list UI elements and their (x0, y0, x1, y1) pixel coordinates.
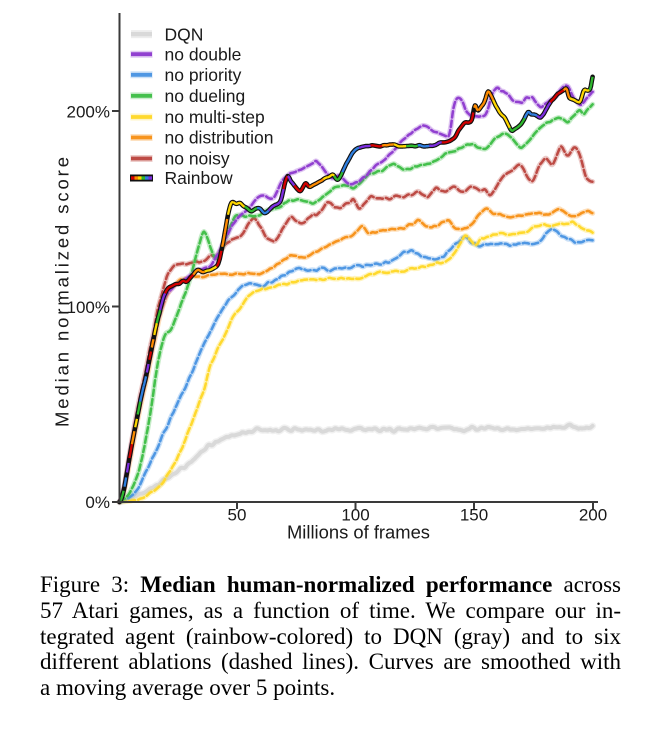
svg-text:no multi-step: no multi-step (165, 107, 265, 127)
svg-text:no noisy: no noisy (165, 149, 230, 169)
svg-text:0%: 0% (85, 493, 110, 512)
svg-text:100: 100 (341, 506, 369, 525)
svg-text:50: 50 (228, 506, 247, 525)
svg-text:no double: no double (165, 44, 242, 64)
svg-text:150: 150 (460, 506, 488, 525)
svg-text:Median normalized score: Median normalized score (52, 157, 73, 427)
svg-text:200: 200 (579, 506, 607, 525)
svg-text:Rainbow: Rainbow (165, 168, 233, 188)
svg-text:no distribution: no distribution (165, 128, 274, 148)
svg-text:100%: 100% (67, 298, 110, 317)
svg-text:Millions of frames: Millions of frames (287, 522, 430, 543)
svg-text:200%: 200% (67, 103, 110, 122)
svg-text:no priority: no priority (165, 65, 242, 85)
svg-text:DQN: DQN (165, 24, 204, 44)
svg-text:no dueling: no dueling (165, 86, 246, 106)
